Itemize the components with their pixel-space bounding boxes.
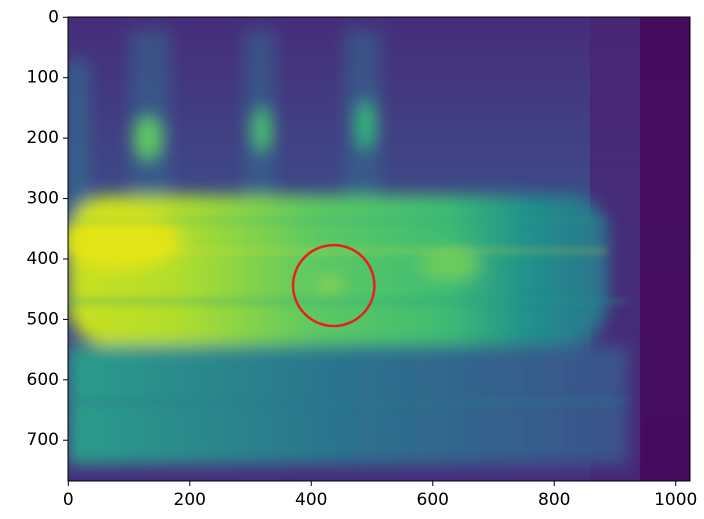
y-tick-label: 600 (27, 370, 59, 390)
x-tick-label: 0 (63, 490, 74, 510)
x-tick-label: 200 (174, 490, 206, 510)
y-tick-label: 500 (27, 309, 59, 329)
axes (67, 16, 691, 482)
annotation-circle (291, 243, 376, 328)
x-tick-label: 400 (295, 490, 327, 510)
heatmap-image (68, 17, 690, 481)
y-tick-label: 300 (27, 189, 59, 209)
x-tick-label: 800 (538, 490, 570, 510)
y-tick-label: 0 (48, 7, 59, 27)
y-tick-label: 700 (27, 430, 59, 450)
y-tick-label: 100 (27, 68, 59, 88)
plot-frame (67, 16, 691, 482)
y-tick-label: 400 (27, 249, 59, 269)
x-tick-label: 1000 (654, 490, 697, 510)
y-tick-label: 200 (27, 128, 59, 148)
x-tick-label: 600 (417, 490, 449, 510)
